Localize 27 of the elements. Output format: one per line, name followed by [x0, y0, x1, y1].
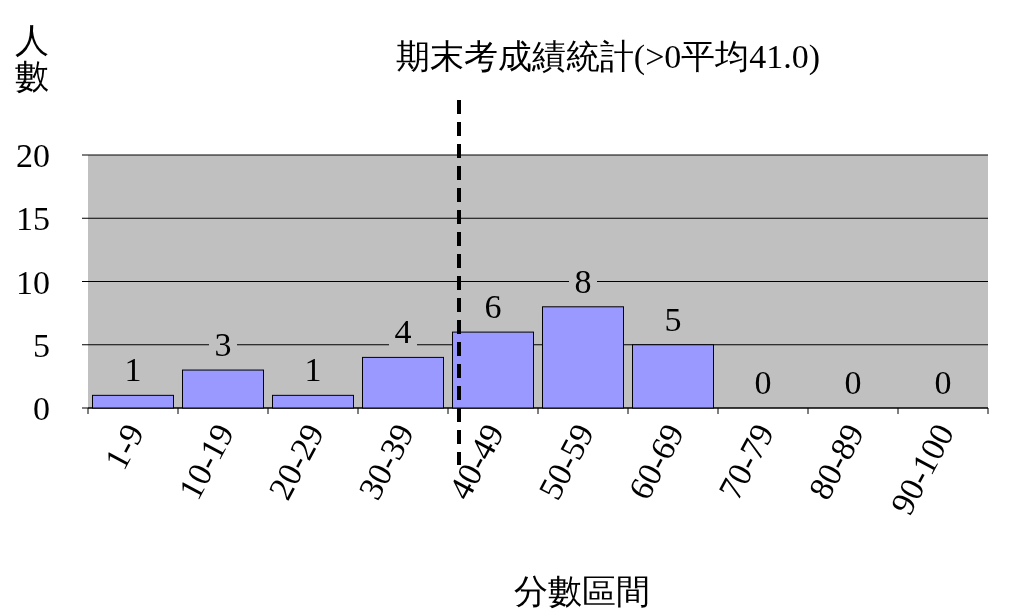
- x-tick-label: 20-29: [261, 417, 332, 506]
- y-tick-label: 10: [16, 263, 50, 301]
- x-tick-label: 60-69: [621, 417, 692, 506]
- x-tick-label: 30-39: [351, 417, 422, 506]
- data-label: 0: [934, 364, 952, 401]
- x-tick-label: 80-89: [801, 417, 872, 506]
- data-label: 0: [754, 364, 772, 401]
- data-label: 1: [124, 351, 142, 389]
- x-tick-label: 50-59: [531, 417, 602, 506]
- x-tick-label: 70-79: [711, 417, 782, 506]
- data-label: 1: [304, 351, 322, 389]
- data-label: 8: [574, 262, 592, 300]
- x-tick-label: 40-49: [441, 417, 512, 506]
- y-tick-label: 5: [33, 326, 50, 364]
- y-axis-title: 人數: [15, 22, 49, 95]
- chart-title: 期末考成績統計(>0平均41.0): [395, 38, 821, 76]
- data-label: 5: [664, 300, 682, 338]
- data-label: 0: [844, 364, 862, 401]
- data-label: 6: [484, 288, 502, 326]
- x-tick-label: 10-19: [171, 417, 242, 506]
- data-label: 4: [394, 313, 412, 351]
- y-tick-label: 0: [33, 390, 50, 427]
- data-label: 3: [214, 326, 232, 364]
- x-axis-title: 分數區間: [514, 573, 650, 610]
- y-tick-label: 20: [16, 137, 50, 174]
- y-tick-label: 15: [16, 200, 50, 238]
- x-tick-label: 1-9: [97, 417, 152, 476]
